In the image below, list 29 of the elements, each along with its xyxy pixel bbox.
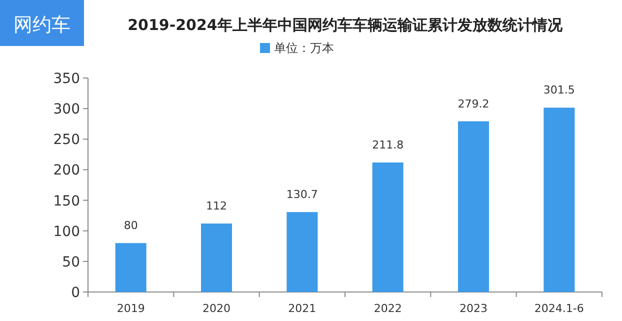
y-tick-label: 100 [53,224,80,240]
legend-label: 单位：万本 [274,41,334,55]
badge: 网约车 [0,0,84,46]
bar [372,162,404,292]
bar [458,121,489,292]
bar [115,243,146,292]
y-tick-label: 250 [53,132,80,148]
x-tick-label: 2023 [460,302,488,315]
y-tick-label: 50 [62,254,80,270]
x-tick-label: 2024.1-6 [534,302,584,315]
data-label: 112 [206,200,227,213]
bar [286,212,318,292]
x-tick-label: 2022 [374,302,402,315]
y-tick-label: 300 [53,102,80,118]
x-tick-label: 2021 [288,302,316,315]
y-tick-label: 350 [53,71,80,87]
y-tick-label: 0 [71,285,80,301]
data-label: 80 [124,219,138,232]
data-label: 211.8 [372,138,404,152]
y-tick-label: 150 [53,193,80,210]
data-label: 130.7 [286,188,318,202]
data-label: 279.2 [458,97,490,110]
y-tick-label: 200 [53,162,80,179]
x-tick-label: 2019 [116,302,145,315]
bar [544,108,575,292]
chart-title: 2019-2024年上半年中国网约车车辆运输证累计发放数统计情况 [128,16,564,34]
x-tick-label: 2020 [202,302,230,315]
data-label: 301.5 [543,84,575,97]
bar [201,224,232,292]
